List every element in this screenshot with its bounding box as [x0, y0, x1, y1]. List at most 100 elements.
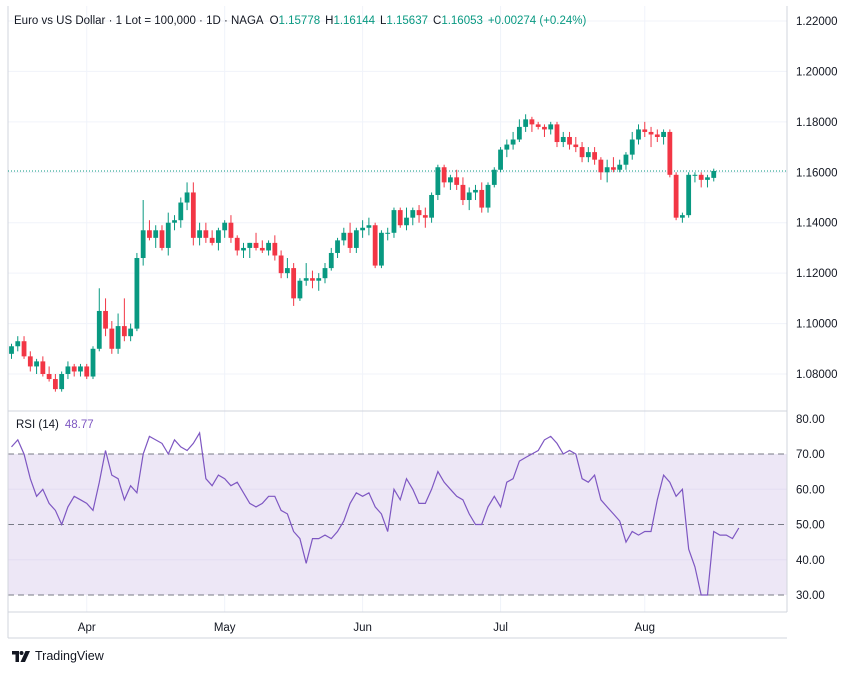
candle-body[interactable]: [504, 144, 510, 150]
candle-body[interactable]: [648, 131, 654, 135]
candle-body[interactable]: [448, 177, 453, 183]
candle-body[interactable]: [654, 134, 660, 137]
candle-body[interactable]: [310, 278, 315, 281]
candle-body[interactable]: [109, 328, 115, 349]
candle-body[interactable]: [316, 278, 322, 281]
candle-body[interactable]: [134, 258, 140, 329]
candle-body[interactable]: [153, 230, 159, 238]
candle-body[interactable]: [84, 366, 90, 377]
candle-body[interactable]: [366, 225, 372, 228]
candle-body[interactable]: [410, 210, 416, 218]
candle-body[interactable]: [96, 310, 102, 349]
candle-body[interactable]: [147, 230, 152, 238]
candle-body[interactable]: [554, 124, 560, 143]
candle-body[interactable]: [128, 328, 134, 337]
candle-body[interactable]: [360, 227, 366, 231]
candle-body[interactable]: [27, 356, 33, 367]
candle-body[interactable]: [623, 154, 629, 165]
candle-body[interactable]: [711, 170, 717, 178]
candle-body[interactable]: [404, 217, 409, 226]
candle-body[interactable]: [460, 184, 466, 201]
candle-body[interactable]: [391, 210, 397, 233]
candle-body[interactable]: [379, 232, 384, 266]
candle-body[interactable]: [416, 210, 422, 216]
candle-body[interactable]: [335, 240, 340, 253]
candle-body[interactable]: [454, 177, 460, 185]
candle-body[interactable]: [216, 230, 221, 243]
candle-body[interactable]: [698, 174, 704, 180]
candle-body[interactable]: [21, 341, 27, 357]
candle-body[interactable]: [222, 222, 228, 231]
candle-body[interactable]: [491, 169, 497, 185]
candle-body[interactable]: [9, 346, 14, 354]
candle-body[interactable]: [372, 225, 378, 266]
candle-body[interactable]: [190, 192, 196, 238]
candle-body[interactable]: [165, 222, 171, 248]
candle-body[interactable]: [228, 222, 234, 238]
candle-body[interactable]: [692, 174, 698, 176]
candle-body[interactable]: [385, 232, 391, 234]
candle-body[interactable]: [284, 268, 290, 274]
candle-body[interactable]: [209, 237, 215, 243]
candle-body[interactable]: [567, 136, 572, 145]
candle-body[interactable]: [347, 232, 353, 248]
candle-body[interactable]: [560, 136, 566, 143]
candle-body[interactable]: [65, 366, 71, 374]
candle-body[interactable]: [686, 174, 692, 216]
candle-body[interactable]: [328, 252, 334, 269]
candle-body[interactable]: [40, 361, 46, 374]
candle-body[interactable]: [178, 202, 184, 221]
candle-body[interactable]: [548, 124, 554, 130]
candle-body[interactable]: [397, 210, 403, 226]
candle-body[interactable]: [184, 192, 190, 203]
candle-body[interactable]: [234, 237, 240, 251]
candle-body[interactable]: [203, 230, 209, 238]
candle-body[interactable]: [473, 189, 478, 193]
candle-body[interactable]: [592, 152, 598, 160]
candle-body[interactable]: [159, 230, 165, 248]
candle-body[interactable]: [611, 167, 616, 170]
candle-body[interactable]: [422, 215, 428, 218]
candle-body[interactable]: [353, 230, 359, 248]
candle-body[interactable]: [636, 129, 641, 140]
candle-body[interactable]: [642, 129, 648, 132]
candle-body[interactable]: [573, 144, 579, 148]
candle-body[interactable]: [542, 126, 547, 130]
symbol-title[interactable]: Euro vs US Dollar · 1 Lot = 100,000 · 1D…: [14, 15, 264, 27]
candle-body[interactable]: [466, 192, 472, 201]
candle-body[interactable]: [617, 164, 623, 170]
candle-body[interactable]: [529, 119, 535, 125]
candle-body[interactable]: [579, 147, 585, 158]
candle-body[interactable]: [291, 268, 297, 299]
candle-body[interactable]: [679, 215, 685, 218]
candle-body[interactable]: [435, 167, 441, 195]
candle-body[interactable]: [705, 177, 710, 180]
candle-body[interactable]: [59, 374, 65, 390]
candle-body[interactable]: [78, 366, 83, 372]
candle-body[interactable]: [535, 124, 541, 127]
candle-body[interactable]: [510, 139, 516, 145]
candle-body[interactable]: [90, 348, 96, 377]
candle-body[interactable]: [516, 126, 522, 140]
candle-body[interactable]: [266, 242, 271, 251]
candle-body[interactable]: [253, 242, 259, 248]
candle-body[interactable]: [673, 174, 679, 218]
candle-body[interactable]: [272, 242, 278, 256]
candle-body[interactable]: [297, 280, 303, 299]
candle-body[interactable]: [197, 230, 202, 238]
candle-body[interactable]: [485, 184, 491, 208]
candle-body[interactable]: [441, 167, 447, 183]
candle-body[interactable]: [498, 149, 503, 170]
candle-body[interactable]: [303, 278, 309, 281]
candle-body[interactable]: [259, 247, 265, 251]
candle-body[interactable]: [241, 247, 246, 251]
candle-body[interactable]: [278, 255, 284, 274]
candle-body[interactable]: [46, 374, 52, 380]
candle-body[interactable]: [115, 326, 121, 349]
candle-body[interactable]: [479, 189, 485, 208]
candle-body[interactable]: [71, 366, 77, 372]
candle-body[interactable]: [629, 139, 635, 155]
candle-body[interactable]: [121, 326, 127, 337]
candle-body[interactable]: [585, 152, 591, 158]
